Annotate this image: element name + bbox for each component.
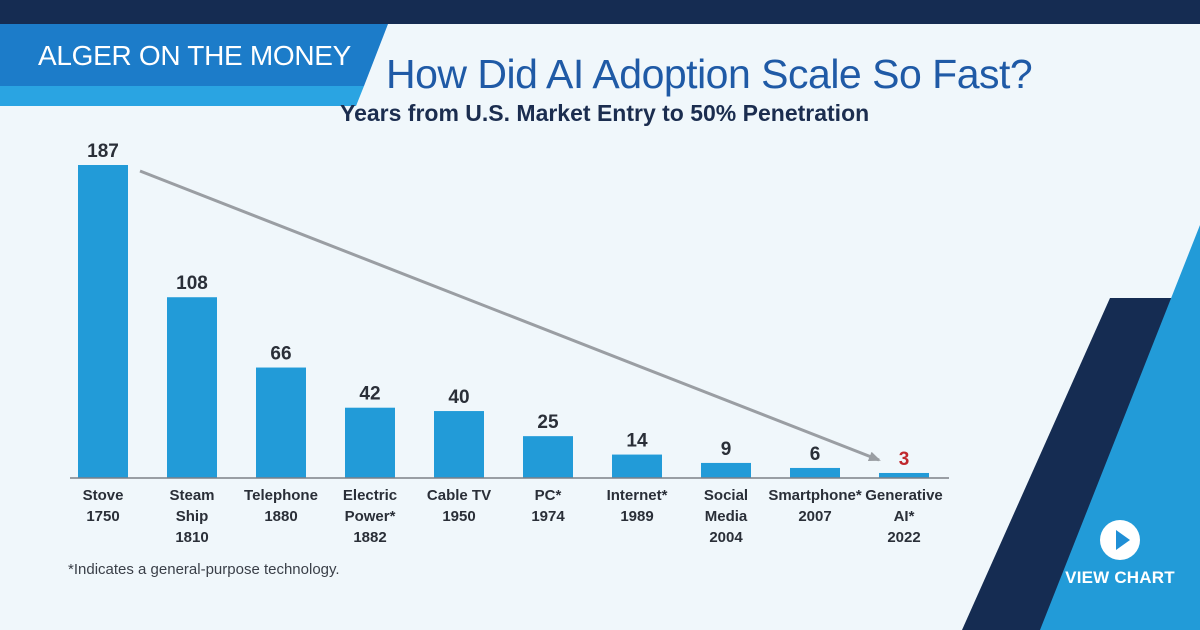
view-chart-label[interactable]: VIEW CHART — [1065, 568, 1175, 587]
view-chart-button[interactable]: VIEW CHART — [1050, 518, 1190, 598]
play-icon[interactable] — [1100, 520, 1140, 560]
category-label: Steam Ship 1810 — [169, 487, 214, 546]
chart-subtitle: Years from U.S. Market Entry to 50% Pene… — [340, 100, 870, 126]
category-label: Smartphone* 2007 — [768, 487, 862, 525]
bar-3 — [256, 367, 306, 478]
category-label: Internet* 1989 — [607, 487, 668, 525]
top-bar — [0, 0, 1200, 24]
category-label: Generative AI* 2022 — [865, 487, 943, 546]
bar-value-label: 9 — [721, 439, 732, 460]
bar-7 — [612, 454, 662, 478]
bar-value-label: 108 — [176, 273, 208, 294]
page-title: How Did AI Adoption Scale So Fast? — [386, 51, 1033, 97]
bar-value-label: 42 — [359, 384, 380, 405]
bar-6 — [523, 436, 573, 478]
bar-value-label: 25 — [537, 412, 559, 433]
bar-value-label: 14 — [626, 431, 648, 452]
light-stripe — [0, 86, 364, 106]
bar-value-label: 40 — [448, 387, 469, 408]
bar-value-label: 66 — [270, 344, 291, 365]
category-label: Cable TV 1950 — [427, 487, 491, 525]
bar-value-label: 3 — [899, 449, 910, 470]
bar-value-label: 6 — [810, 444, 821, 465]
blue-slash — [1040, 225, 1200, 630]
category-label: Telephone 1880 — [244, 487, 318, 525]
footnote: *Indicates a general-purpose technology. — [68, 561, 340, 578]
bar-1 — [78, 165, 128, 478]
bar-4 — [345, 407, 395, 478]
bar-2 — [167, 297, 217, 478]
bar-5 — [434, 411, 484, 478]
bar-10 — [879, 472, 929, 478]
bar-9 — [790, 467, 840, 478]
bar-value-label: 187 — [87, 141, 119, 162]
trend-arrow — [139, 169, 881, 462]
bar-8 — [701, 462, 751, 478]
series-tag-banner — [0, 24, 388, 86]
category-label: Stove 1750 — [83, 487, 124, 525]
category-label: PC* 1974 — [531, 487, 565, 525]
series-tag: ALGER ON THE MONEY — [38, 40, 352, 71]
category-label: Social Media 2004 — [704, 487, 748, 546]
category-label: Electric Power* 1882 — [343, 487, 397, 546]
